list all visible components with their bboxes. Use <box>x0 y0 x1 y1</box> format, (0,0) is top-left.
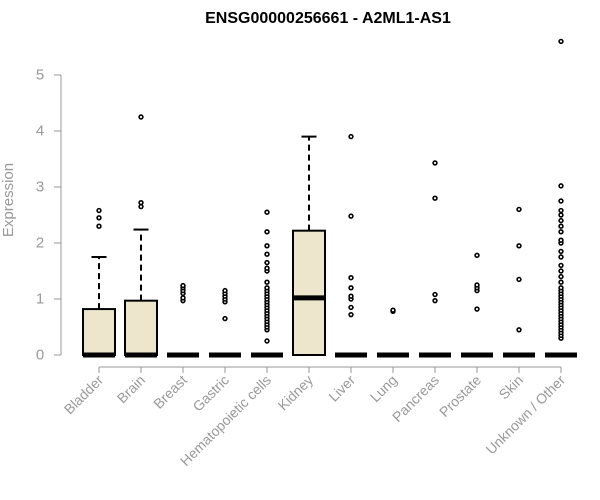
y-axis-title: Expression <box>0 163 17 237</box>
outlier-point <box>558 183 564 189</box>
box-group <box>167 282 199 358</box>
outlier-point <box>138 199 144 206</box>
outlier-point <box>96 215 102 221</box>
x-tick-label: Kidney <box>275 372 317 414</box>
outlier-point <box>474 282 480 288</box>
outlier-point <box>558 207 564 214</box>
y-axis: 0 1 2 3 4 5 <box>36 67 62 364</box>
outlier-point <box>348 213 354 219</box>
box-group <box>377 307 409 358</box>
outlier-point <box>558 285 564 291</box>
outlier-point <box>558 279 564 285</box>
box-body <box>82 308 116 356</box>
outlier-point <box>348 285 354 291</box>
box-group <box>461 252 493 358</box>
box-group <box>335 133 367 358</box>
outlier-point <box>348 133 354 140</box>
box-group <box>545 38 577 358</box>
outlier-point <box>432 297 438 304</box>
box-group <box>503 206 535 358</box>
outlier-point <box>558 254 564 260</box>
outlier-point <box>264 251 270 257</box>
outlier-point <box>264 209 270 215</box>
box-body <box>292 229 326 356</box>
y-tick-label: 2 <box>36 235 44 252</box>
outlier-point <box>264 259 270 266</box>
outlier-point <box>558 38 564 45</box>
outlier-point <box>432 160 438 166</box>
box-group <box>251 209 283 358</box>
outlier-point <box>264 338 270 344</box>
outlier-point <box>516 206 522 213</box>
outlier-point <box>180 282 186 289</box>
box-series <box>82 38 577 358</box>
outlier-point <box>474 306 480 312</box>
box-group <box>209 287 241 358</box>
outlier-point <box>432 291 438 298</box>
outlier-point <box>474 252 480 259</box>
y-tick-label: 4 <box>36 123 44 140</box>
outlier-point <box>348 275 354 281</box>
y-tick-label: 3 <box>36 179 44 196</box>
box-group <box>419 160 451 358</box>
outlier-point <box>390 307 396 313</box>
outlier-point <box>558 273 564 280</box>
outlier-point <box>138 114 144 120</box>
outlier-point <box>558 217 564 224</box>
outlier-point <box>264 229 270 235</box>
x-tick-label: Lung <box>367 372 400 405</box>
outlier-point <box>222 315 228 322</box>
outlier-point <box>558 229 564 235</box>
x-tick-label: Prostate <box>436 372 484 420</box>
box-group <box>82 207 116 358</box>
outlier-point <box>348 311 354 318</box>
outlier-point <box>264 243 270 249</box>
outlier-point <box>516 327 522 333</box>
outlier-point <box>348 304 354 311</box>
outlier-point <box>180 295 186 301</box>
outlier-point <box>516 243 522 249</box>
box-body <box>124 299 158 356</box>
box-group <box>292 135 326 356</box>
outlier-point <box>558 198 564 204</box>
outlier-point <box>558 212 564 218</box>
y-tick-label: 0 <box>36 347 44 364</box>
box-group <box>124 114 158 358</box>
outlier-point <box>558 248 564 255</box>
chart-title: ENSG00000256661 - A2ML1-AS1 <box>205 10 451 27</box>
y-tick-label: 1 <box>36 291 44 308</box>
outlier-point <box>264 265 270 271</box>
outlier-point <box>96 223 102 229</box>
x-tick-label: Unknown / Other <box>483 372 569 458</box>
outlier-point <box>558 268 564 274</box>
outlier-point <box>222 287 228 294</box>
x-tick-label: Bladder <box>61 372 107 418</box>
outlier-point <box>96 207 102 214</box>
outlier-point <box>264 285 270 291</box>
outlier-point <box>264 279 270 285</box>
outlier-point <box>348 293 354 299</box>
x-tick-label: Pancreas <box>389 372 442 425</box>
outlier-point <box>558 262 564 269</box>
outlier-point <box>558 223 564 229</box>
x-tick-label: Brain <box>114 372 148 406</box>
x-tick-label: Breast <box>150 372 190 412</box>
outlier-point <box>516 276 522 283</box>
outlier-point <box>558 237 564 243</box>
outlier-point <box>432 195 438 201</box>
y-tick-label: 5 <box>36 67 44 84</box>
x-tick-label: Skin <box>496 372 527 403</box>
x-tick-label: Liver <box>325 372 358 405</box>
